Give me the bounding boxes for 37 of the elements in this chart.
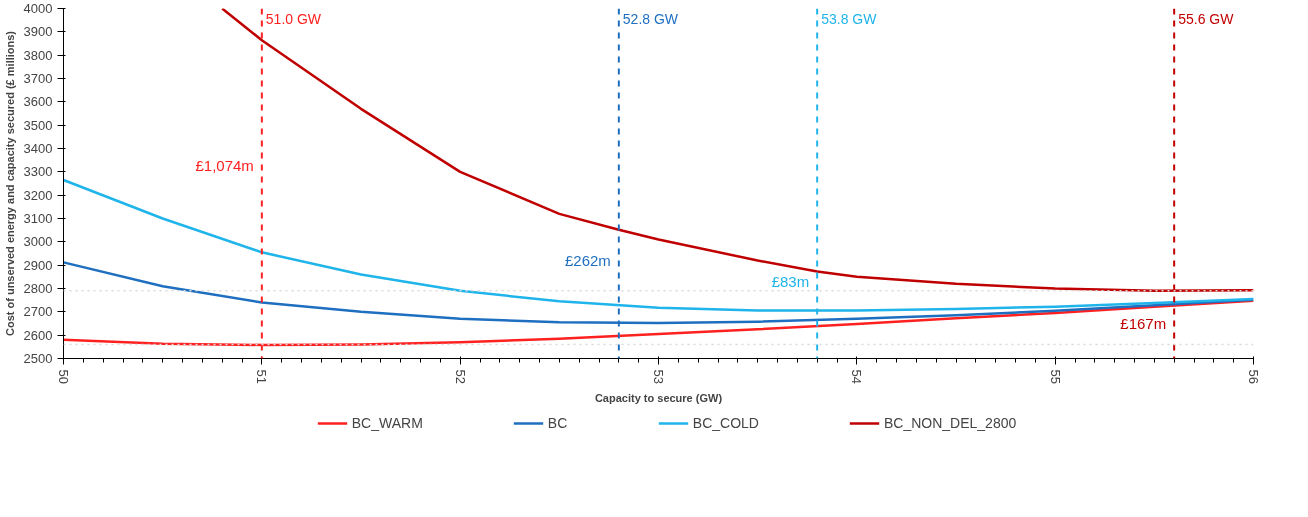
y-tick-label: 3300	[23, 164, 53, 180]
x-tick-label: 54	[849, 369, 865, 384]
y-tick-label: 3500	[23, 117, 53, 133]
y-tick-label: 3700	[23, 71, 53, 86]
x-tick-label: 56	[1246, 369, 1261, 384]
y-tick-label: 2600	[23, 327, 53, 343]
y-tick-label: 3900	[23, 24, 53, 40]
x-tick-label: 52	[452, 369, 468, 384]
y-tick-label: 2700	[23, 304, 53, 320]
x-tick-label: 55	[1047, 369, 1063, 384]
x-axis-title: Capacity to secure (GW)	[594, 391, 723, 404]
ref-line-label: 53.8 GW	[821, 10, 878, 27]
legend-label: BC_WARM	[351, 415, 423, 431]
ref-line-label: 51.0 GW	[265, 10, 322, 27]
y-tick-label: 3400	[23, 141, 53, 156]
y-tick-label: 3600	[23, 94, 53, 110]
legend-label: BC	[547, 415, 568, 431]
y-tick-label: 2800	[23, 281, 53, 296]
legend-label: BC_NON_DEL_2800	[883, 415, 1017, 431]
x-tick-label: 51	[254, 369, 270, 384]
annotation: £262m	[564, 251, 611, 269]
y-tick-label: 3800	[23, 47, 53, 63]
y-tick-label: 3000	[23, 234, 53, 250]
y-tick-label: 3200	[23, 187, 53, 203]
legend-label: BC_COLD	[692, 415, 759, 431]
y-tick-label: 2900	[23, 257, 53, 273]
ref-line-label: 55.6 GW	[1178, 10, 1235, 27]
y-tick-label: 4000	[23, 1, 53, 16]
y-tick-label: 3100	[23, 211, 53, 226]
annotation: £167m	[1120, 315, 1167, 332]
annotation: £1,074m	[195, 157, 254, 175]
y-axis-title: Cost of unserved energy and capacity secured (£ millions)	[3, 30, 16, 337]
ref-line-label: 52.8 GW	[622, 10, 679, 27]
annotation: £83m	[771, 272, 810, 290]
y-tick-label: 2500	[23, 351, 53, 366]
x-tick-label: 50	[56, 369, 71, 384]
x-tick-label: 53	[651, 369, 666, 384]
